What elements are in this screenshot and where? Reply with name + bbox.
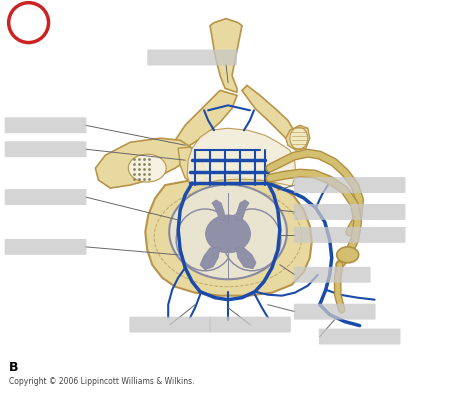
Polygon shape [286, 125, 310, 150]
FancyBboxPatch shape [5, 141, 86, 157]
Polygon shape [187, 128, 296, 186]
FancyBboxPatch shape [319, 328, 401, 344]
Polygon shape [236, 248, 256, 269]
Ellipse shape [176, 209, 234, 271]
FancyBboxPatch shape [294, 267, 371, 283]
Ellipse shape [223, 209, 281, 271]
Polygon shape [178, 147, 205, 185]
FancyBboxPatch shape [209, 317, 291, 333]
Polygon shape [212, 200, 225, 220]
Polygon shape [95, 138, 192, 188]
Ellipse shape [169, 184, 287, 279]
Text: Copyright © 2006 Lippincott Williams & Wilkins.: Copyright © 2006 Lippincott Williams & W… [9, 378, 194, 387]
Polygon shape [145, 177, 312, 296]
FancyBboxPatch shape [294, 177, 405, 193]
Polygon shape [236, 200, 249, 220]
FancyBboxPatch shape [294, 204, 405, 220]
Polygon shape [242, 85, 295, 140]
Ellipse shape [128, 154, 166, 182]
Ellipse shape [290, 127, 308, 149]
Text: B: B [9, 362, 18, 374]
FancyBboxPatch shape [294, 303, 375, 319]
FancyBboxPatch shape [129, 317, 211, 333]
FancyBboxPatch shape [294, 227, 405, 243]
FancyBboxPatch shape [5, 189, 86, 205]
Ellipse shape [337, 247, 359, 263]
Polygon shape [210, 19, 242, 92]
FancyBboxPatch shape [5, 117, 86, 133]
Polygon shape [175, 90, 237, 148]
FancyBboxPatch shape [147, 49, 237, 65]
Polygon shape [200, 248, 220, 270]
Ellipse shape [206, 215, 250, 253]
FancyBboxPatch shape [5, 239, 86, 255]
